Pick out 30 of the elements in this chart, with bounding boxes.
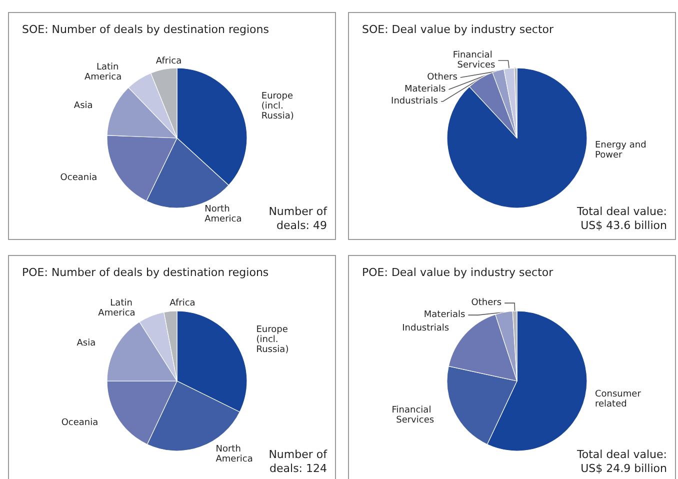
slice-label: Asia bbox=[74, 101, 93, 112]
slice-label: North America bbox=[216, 444, 253, 465]
slice-label: Industrials bbox=[391, 96, 438, 106]
text: Number of deals: 49 bbox=[268, 205, 327, 232]
slice-label: Others bbox=[471, 298, 502, 308]
slice-label: Financial Services bbox=[392, 406, 434, 426]
slice-label: Industrials bbox=[402, 324, 450, 334]
slice-label: Consumer related bbox=[595, 390, 644, 410]
slice-label: Europe (incl. Russia) bbox=[261, 92, 296, 122]
slice-label: Europe (incl. Russia) bbox=[256, 324, 291, 355]
text: Total deal value: US$ 43.6 billion bbox=[576, 205, 667, 233]
slice-label: Materials bbox=[424, 310, 466, 320]
slice-label: Financial Services bbox=[452, 50, 496, 70]
slice-label: Africa bbox=[170, 298, 196, 308]
slice-label: Latin America bbox=[84, 62, 122, 83]
chart-title: SOE: Deal value by industry sector bbox=[362, 23, 554, 36]
slice-label: North America bbox=[204, 204, 242, 225]
chart-title: SOE: Number of deals by destination regions bbox=[22, 23, 270, 36]
slice-label: Latin America bbox=[98, 298, 136, 318]
text: Total deal value: US$ 24.9 billion bbox=[576, 448, 667, 476]
slice-label: Oceania bbox=[61, 418, 98, 428]
slice-label: Oceania bbox=[60, 173, 98, 184]
slice-label: Africa bbox=[156, 56, 182, 66]
slice-label: Materials bbox=[404, 84, 446, 94]
chart-title: POE: Number of deals by destination regions bbox=[22, 266, 269, 279]
slice-label: Asia bbox=[76, 338, 96, 348]
text: Number of deals: 124 bbox=[268, 448, 327, 475]
slice-label: Others bbox=[427, 72, 458, 82]
chart-title: POE: Deal value by industry sector bbox=[362, 266, 554, 279]
slice-label: Energy and Power bbox=[595, 140, 650, 160]
